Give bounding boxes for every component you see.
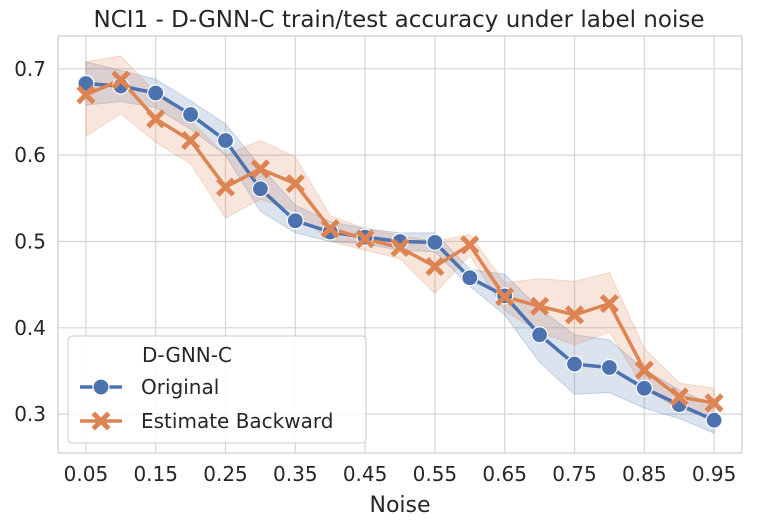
point-original — [530, 326, 549, 344]
legend: D-GNN-C Original Estimate Backward — [67, 335, 367, 444]
legend-entry-estimate-backward: Estimate Backward — [80, 409, 333, 433]
point-original — [705, 411, 723, 429]
legend-label-estimate-backward: Estimate Backward — [141, 409, 333, 433]
x-tick-label: 0.95 — [692, 462, 737, 486]
point-estimate-backward — [390, 237, 410, 258]
x-tick-label: 0.75 — [552, 462, 597, 486]
point-original — [251, 180, 270, 198]
point-estimate-backward — [355, 229, 375, 249]
point-estimate-backward — [215, 177, 236, 197]
x-axis-ticks: 0.05 0.15 0.25 0.35 0.45 0.55 0.65 0.75 0.85 0.95 — [64, 462, 737, 486]
x-tick-label: 0.05 — [64, 462, 109, 486]
legend-title: D-GNN-C — [142, 343, 232, 367]
grid — [58, 36, 742, 453]
point-original — [426, 233, 444, 251]
legend-swatch-estimate-backward-marker — [91, 411, 111, 431]
plot-frame — [57, 35, 743, 454]
point-estimate-backward — [181, 130, 201, 151]
y-axis-ticks: 0.3 0.4 0.5 0.6 0.7 — [14, 57, 46, 426]
y-tick-label: 0.4 — [14, 316, 46, 340]
point-original — [286, 212, 304, 230]
point-estimate-backward — [704, 393, 724, 413]
y-tick-label: 0.6 — [14, 143, 46, 167]
y-tick-label: 0.5 — [14, 229, 46, 253]
x-tick-label: 0.55 — [413, 462, 458, 486]
point-original — [635, 379, 653, 397]
point-estimate-backward — [425, 256, 445, 277]
point-estimate-backward — [495, 287, 515, 307]
x-tick-label: 0.85 — [622, 462, 667, 486]
legend-box — [67, 335, 367, 444]
point-original — [461, 269, 479, 287]
chart-title: NCI1 - D-GNN-C train/test accuracy under… — [94, 7, 705, 33]
point-estimate-backward — [460, 235, 480, 255]
point-estimate-backward — [76, 85, 96, 105]
point-estimate-backward — [634, 360, 654, 380]
x-axis-label: Noise — [369, 493, 430, 518]
point-estimate-backward — [146, 109, 166, 129]
point-original — [216, 131, 235, 150]
point-original — [600, 358, 618, 377]
point-estimate-backward — [599, 294, 619, 314]
point-original — [565, 355, 584, 373]
point-estimate-backward — [669, 387, 689, 407]
x-tick-label: 0.65 — [482, 462, 527, 486]
point-estimate-backward — [530, 296, 550, 316]
legend-entry-original: Original — [80, 375, 219, 399]
point-estimate-backward — [111, 70, 131, 90]
legend-swatch-original-marker — [92, 378, 110, 396]
point-estimate-backward — [564, 305, 585, 325]
x-tick-label: 0.15 — [133, 462, 178, 486]
point-estimate-backward — [320, 218, 340, 239]
legend-label-original: Original — [141, 375, 219, 399]
x-tick-label: 0.45 — [343, 462, 388, 486]
x-tick-label: 0.25 — [203, 462, 248, 486]
point-original — [147, 84, 165, 102]
point-original — [182, 105, 200, 124]
y-tick-label: 0.7 — [14, 57, 46, 81]
point-estimate-backward — [250, 159, 270, 179]
y-tick-label: 0.3 — [14, 402, 46, 426]
series-markers — [76, 70, 724, 429]
x-tick-label: 0.35 — [273, 462, 318, 486]
point-estimate-backward — [285, 174, 305, 194]
